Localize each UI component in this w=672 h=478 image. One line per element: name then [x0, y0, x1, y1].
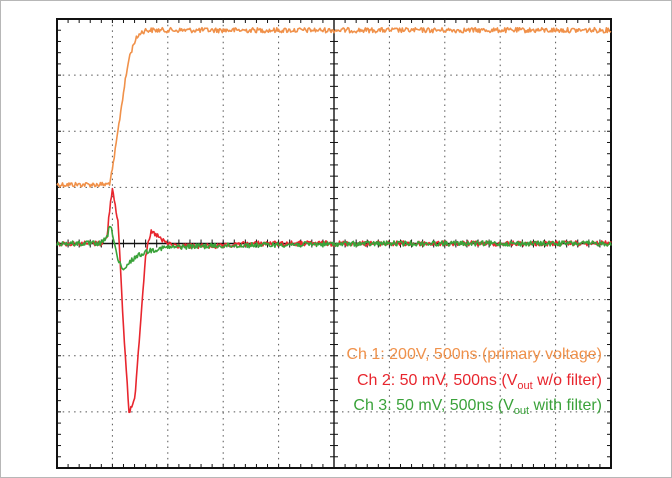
legend-entry-ch1: Ch 1: 200V, 500ns (primary voltage)	[346, 346, 602, 363]
legend-subscript: out	[517, 380, 532, 392]
legend-text: w/o filter)	[533, 372, 602, 389]
legend-text: with filter)	[529, 397, 602, 414]
legend-text: Ch 2: 50 mV, 500ns (V	[357, 372, 518, 389]
legend: Ch 1: 200V, 500ns (primary voltage) Ch 2:…	[346, 346, 602, 417]
legend-text: Ch 3: 50 mV, 500ns (V	[353, 397, 514, 414]
legend-subscript: out	[514, 405, 529, 417]
legend-text: Ch 1: 200V, 500ns (primary voltage)	[346, 346, 602, 363]
